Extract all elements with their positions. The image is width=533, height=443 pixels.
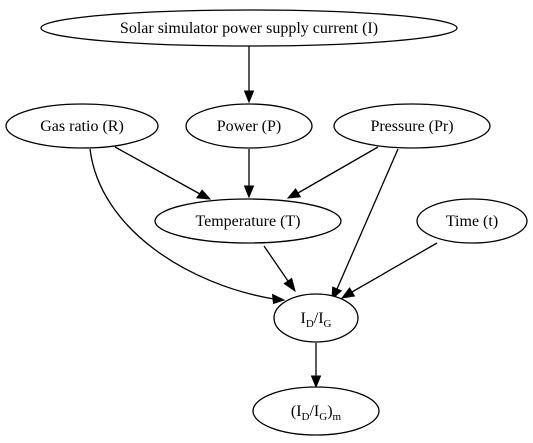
edge-temperature-to-idig (263, 245, 296, 293)
node-id-ig-m-label: (ID/IG)m (291, 403, 342, 423)
node-id-ig: ID/IG (273, 293, 359, 343)
id-ig-main2: I (318, 310, 323, 327)
id-ig-main1: I (300, 310, 305, 327)
id-ig-sep: / (314, 310, 319, 327)
id-ig-m-open: (I (291, 403, 302, 420)
id-ig-m-sub1: D (302, 411, 310, 423)
edge-time-to-idig (340, 242, 438, 299)
edge-idig-to-idigm (310, 343, 322, 389)
node-power-label: Power (P) (217, 118, 281, 135)
node-power: Power (P) (185, 103, 313, 149)
id-ig-m-sub3: m (333, 411, 342, 423)
edge-pressure-to-idig (331, 148, 399, 301)
edge-power-to-temperature (243, 149, 255, 199)
node-temperature-label: Temperature (T) (195, 213, 300, 230)
id-ig-m-close: ) (327, 403, 332, 420)
id-ig-sub1: D (306, 318, 314, 330)
node-current-label: Solar simulator power supply current (I) (120, 20, 378, 37)
id-ig-m-sep: /I (309, 403, 319, 420)
edge-gasratio-to-temperature (114, 146, 212, 200)
edge-gasratio-to-idig (89, 148, 286, 305)
node-gas-ratio: Gas ratio (R) (5, 103, 159, 149)
node-time-label: Time (t) (446, 213, 498, 230)
id-ig-m-sub2: G (319, 411, 327, 423)
node-id-ig-label: ID/IG (300, 310, 331, 330)
node-id-ig-m: (ID/IG)m (252, 386, 380, 436)
node-pressure-label: Pressure (Pr) (370, 118, 453, 135)
node-current: Solar simulator power supply current (I) (40, 9, 458, 47)
node-temperature: Temperature (T) (154, 198, 342, 244)
node-time: Time (t) (416, 198, 528, 244)
edge-current-to-power (243, 46, 255, 104)
edges (89, 46, 438, 389)
edge-pressure-to-temperature (286, 146, 379, 199)
node-pressure: Pressure (Pr) (333, 103, 491, 149)
node-gas-ratio-label: Gas ratio (R) (40, 118, 124, 135)
id-ig-sub2: G (324, 318, 332, 330)
